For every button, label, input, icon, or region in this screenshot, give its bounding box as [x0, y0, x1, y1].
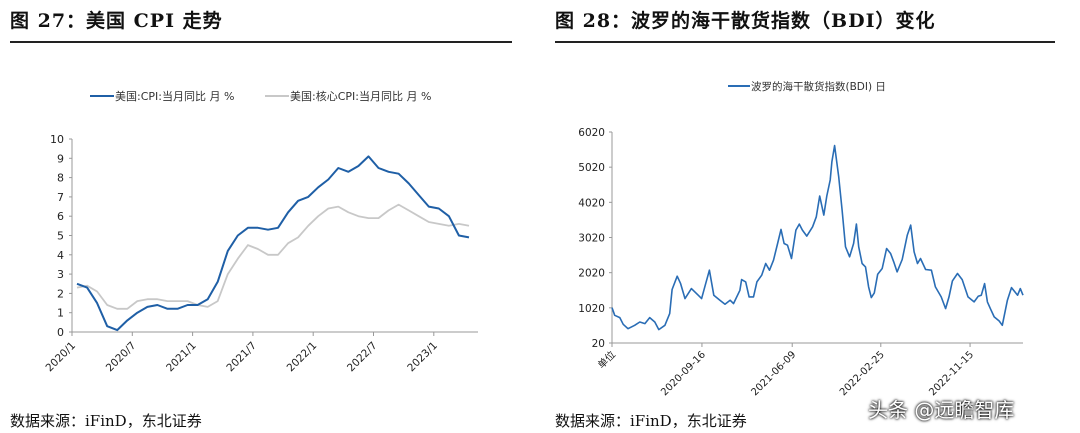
y-tick-label: 10: [50, 133, 64, 146]
y-tick-label: 5: [57, 230, 64, 243]
y-tick-label: 20: [592, 338, 605, 350]
y-tick-label: 8: [57, 172, 64, 185]
y-tick-label: 3: [57, 268, 64, 281]
watermark: 头条 @远瞻智库: [868, 398, 1015, 422]
x-tick-label: 2022-11-15: [927, 349, 976, 398]
series-line-bdi: [611, 144, 1024, 331]
figure-28-title: 图 28：波罗的海干散货指数（BDI）变化: [555, 10, 936, 32]
series-line-core-cpi: [76, 203, 470, 310]
y-tick-label: 0: [57, 326, 64, 339]
y-tick-label: 1020: [578, 303, 605, 315]
x-tick-label: 2022-02-25: [838, 349, 887, 398]
y-tick-label: 2020: [578, 268, 605, 280]
y-tick-label: 9: [57, 152, 64, 165]
y-tick-label: 2: [57, 287, 64, 300]
y-tick-label: 1: [57, 307, 64, 320]
title-rule-right: [555, 41, 1055, 43]
y-tick-label: 5020: [578, 162, 605, 174]
source-right: 数据来源：iFinD，东北证券: [555, 412, 747, 430]
legend-label: 美国:CPI:当月同比 月 %: [115, 89, 234, 103]
x-tick-label: 2021-06-09: [749, 349, 798, 398]
y-tick-label: 7: [57, 191, 64, 204]
series-line-cpi: [76, 155, 470, 332]
legend-label: 美国:核心CPI:当月同比 月 %: [290, 89, 431, 103]
source-left: 数据来源：iFinD，东北证券: [10, 412, 202, 430]
y-tick-label: 6020: [578, 127, 605, 139]
y-tick-label: 4: [57, 249, 64, 262]
x-tick-label: 单位: [595, 348, 618, 371]
y-tick-label: 4020: [578, 197, 605, 209]
figure-27-title: 图 27：美国 CPI 走势: [10, 10, 223, 32]
legend-label: 波罗的海干散货指数(BDI) 日: [751, 80, 886, 93]
y-tick-label: 3020: [578, 233, 605, 245]
y-tick-label: 6: [57, 210, 64, 223]
title-rule-left: [10, 41, 512, 43]
x-tick-label: 2020-09-16: [659, 349, 708, 398]
bdi-chart: 20 1020 2020 3020 4020 5020 6020 单位 2020-09-16 20…: [578, 80, 1024, 398]
